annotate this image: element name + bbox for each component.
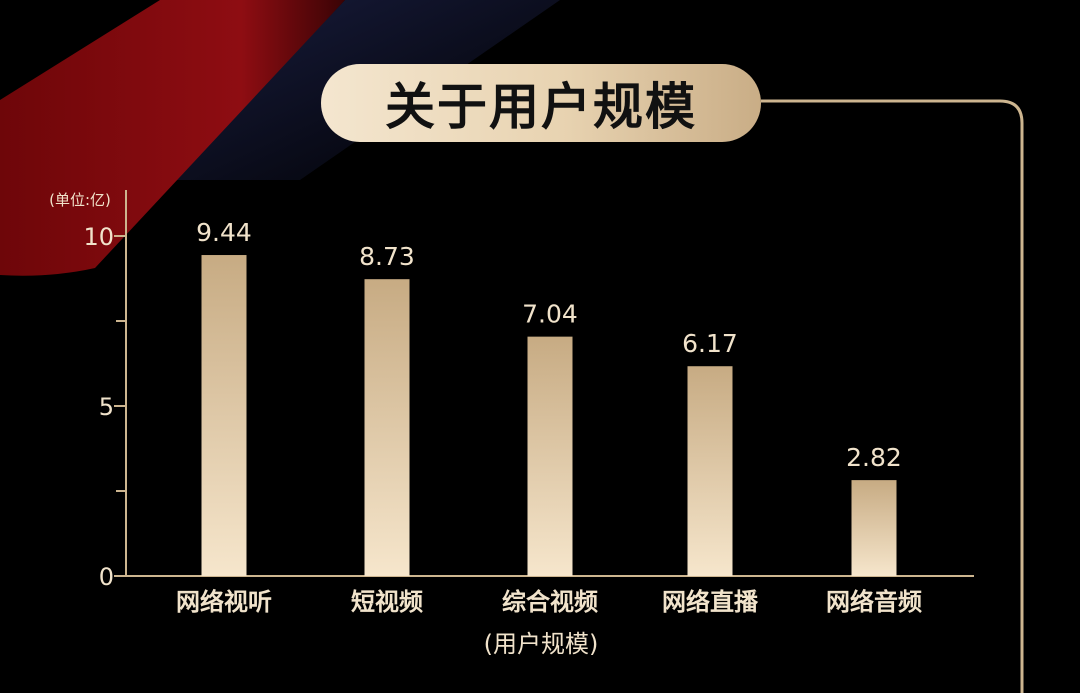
category-label: 网络音频 (826, 588, 922, 616)
chart-title: 关于用户规模 (385, 78, 697, 136)
bar (687, 366, 733, 576)
bars (201, 255, 897, 577)
bar-value-label: 6.17 (682, 329, 738, 358)
x-axis-title: (用户规模) (484, 630, 599, 658)
unit-label: (单位:亿) (49, 191, 111, 209)
bar-value-label: 2.82 (846, 443, 902, 472)
bar-value-label: 9.44 (196, 218, 252, 247)
bar (364, 279, 410, 576)
bar (527, 336, 573, 576)
y-tick-label: 0 (99, 563, 114, 591)
category-label: 综合视频 (502, 588, 598, 616)
bar (201, 255, 247, 577)
category-label: 短视频 (351, 588, 423, 616)
red-diagonal-band (0, 0, 345, 276)
bar-value-label: 8.73 (359, 242, 415, 271)
category-label: 网络视听 (176, 588, 272, 616)
frame-line (761, 99, 1024, 693)
y-tick-label: 10 (83, 223, 114, 251)
category-labels: 网络视听 短视频 综合视频 网络直播 网络音频 (176, 588, 922, 616)
category-label: 网络直播 (662, 588, 759, 616)
y-ticks: 0 5 10 (83, 223, 126, 591)
title-banner: 关于用户规模 (321, 64, 761, 142)
bar (851, 480, 897, 576)
bar-value-label: 7.04 (522, 300, 578, 329)
y-tick-label: 5 (99, 393, 114, 421)
value-labels: 9.44 8.73 7.04 6.17 2.82 (196, 218, 902, 472)
